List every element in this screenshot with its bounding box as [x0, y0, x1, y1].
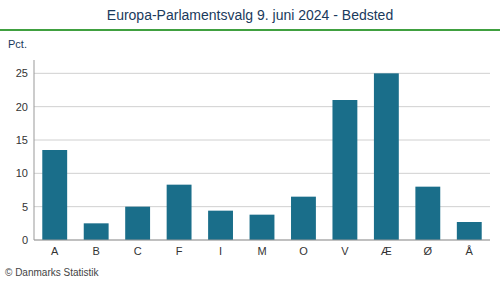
bar — [415, 187, 440, 240]
bar — [208, 211, 233, 240]
x-tick-label: M — [257, 245, 266, 257]
y-tick-label: 10 — [16, 167, 28, 179]
grid-line — [34, 140, 490, 141]
y-tick-label: 15 — [16, 134, 28, 146]
y-tick-label: 0 — [22, 234, 28, 246]
grid-line — [34, 240, 490, 241]
chart: Europa-Parlamentsvalg 9. juni 2024 - Bed… — [0, 0, 500, 282]
y-axis-label: Pct. — [8, 38, 27, 50]
bar — [250, 215, 275, 240]
x-tick-label: V — [341, 245, 349, 257]
x-tick-label: C — [134, 245, 142, 257]
grid-line — [34, 173, 490, 174]
y-tick-label: 20 — [16, 101, 28, 113]
x-tick-label: A — [51, 245, 59, 257]
background — [0, 0, 500, 282]
y-axis-line — [34, 60, 35, 240]
x-tick-label: B — [93, 245, 100, 257]
x-tick-label: Å — [466, 245, 474, 257]
x-tick-label: O — [299, 245, 308, 257]
bar — [457, 222, 482, 240]
x-tick-label: Ø — [424, 245, 433, 257]
bar — [42, 150, 67, 240]
x-tick-label: F — [176, 245, 183, 257]
footer: © Danmarks Statistik — [5, 267, 100, 278]
bars — [42, 73, 481, 240]
bar — [332, 100, 357, 240]
grid-line — [34, 106, 490, 107]
title: Europa-Parlamentsvalg 9. juni 2024 - Bed… — [107, 7, 393, 23]
bar — [374, 73, 399, 240]
bar — [291, 197, 316, 240]
bar — [125, 207, 150, 240]
bar — [167, 185, 192, 240]
y-tick-label: 25 — [16, 67, 28, 79]
x-tick-label: I — [219, 245, 222, 257]
bar — [84, 223, 109, 240]
grid-line — [34, 73, 490, 74]
grid — [34, 73, 490, 240]
x-tick-label: Æ — [381, 245, 392, 257]
title-rule — [0, 29, 500, 31]
y-tick-label: 5 — [22, 201, 28, 213]
x-axis-line — [34, 240, 490, 241]
